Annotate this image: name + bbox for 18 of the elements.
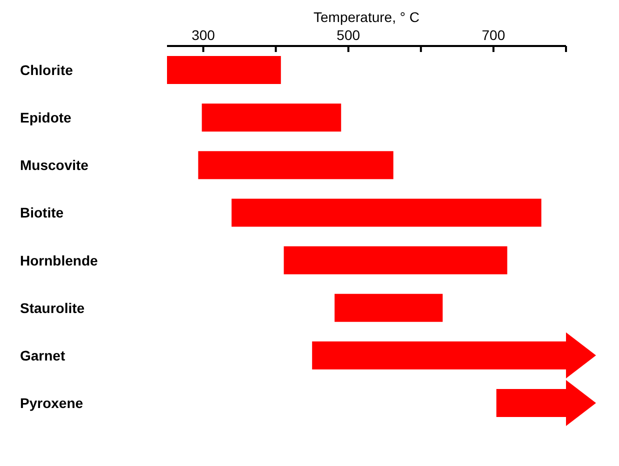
x-tick-label: 300 [192,27,216,43]
y-tick-label: Staurolite [20,300,85,316]
y-tick-label: Epidote [20,110,72,126]
y-tick-label: Chlorite [20,62,74,78]
y-tick-label: Muscovite [20,157,89,174]
x-tick-label: 700 [482,27,506,43]
bar [284,246,508,274]
bar [232,198,542,227]
y-tick-label: Pyroxene [20,395,84,411]
y-tick-label: Garnet [20,347,66,364]
x-axis-title: Temperature, ° C [314,9,420,25]
bar [202,104,342,132]
x-tick-label: 500 [336,27,360,43]
bar [167,56,281,84]
y-tick-label: Hornblende [20,252,98,268]
y-tick-label: Biotite [20,204,64,221]
bar [198,151,394,180]
bar [334,294,443,322]
